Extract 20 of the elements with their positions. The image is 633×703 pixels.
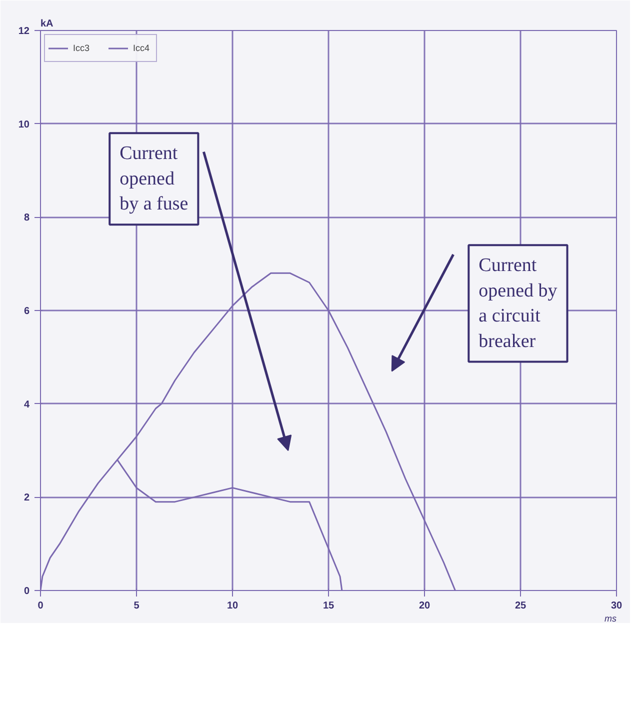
y-tick-label: 0	[24, 586, 30, 597]
x-tick-label: 25	[514, 600, 526, 612]
y-tick-label: 4	[24, 399, 30, 410]
y-tick-label: 10	[18, 119, 30, 130]
annotation: Current opened by a fuse	[120, 143, 188, 215]
x-tick-label: 20	[418, 600, 430, 612]
annotation: Current opened by a circuit breaker	[478, 255, 558, 352]
x-tick-label: 10	[226, 600, 238, 612]
y-tick-label: 6	[24, 306, 30, 317]
x-tick-label: 30	[610, 600, 622, 612]
x-tick-label: 0	[38, 600, 44, 612]
y-tick-label: 2	[24, 492, 30, 504]
legend-label: Icc4	[133, 43, 151, 53]
y-axis-title: kA	[40, 18, 54, 30]
y-tick-label: 8	[24, 212, 30, 224]
x-tick-label: 5	[134, 600, 140, 612]
legend-label: Icc3	[73, 43, 91, 53]
y-tick-label: 12	[18, 26, 30, 37]
x-axis-title: ms	[604, 614, 617, 624]
x-tick-label: 15	[322, 600, 334, 612]
